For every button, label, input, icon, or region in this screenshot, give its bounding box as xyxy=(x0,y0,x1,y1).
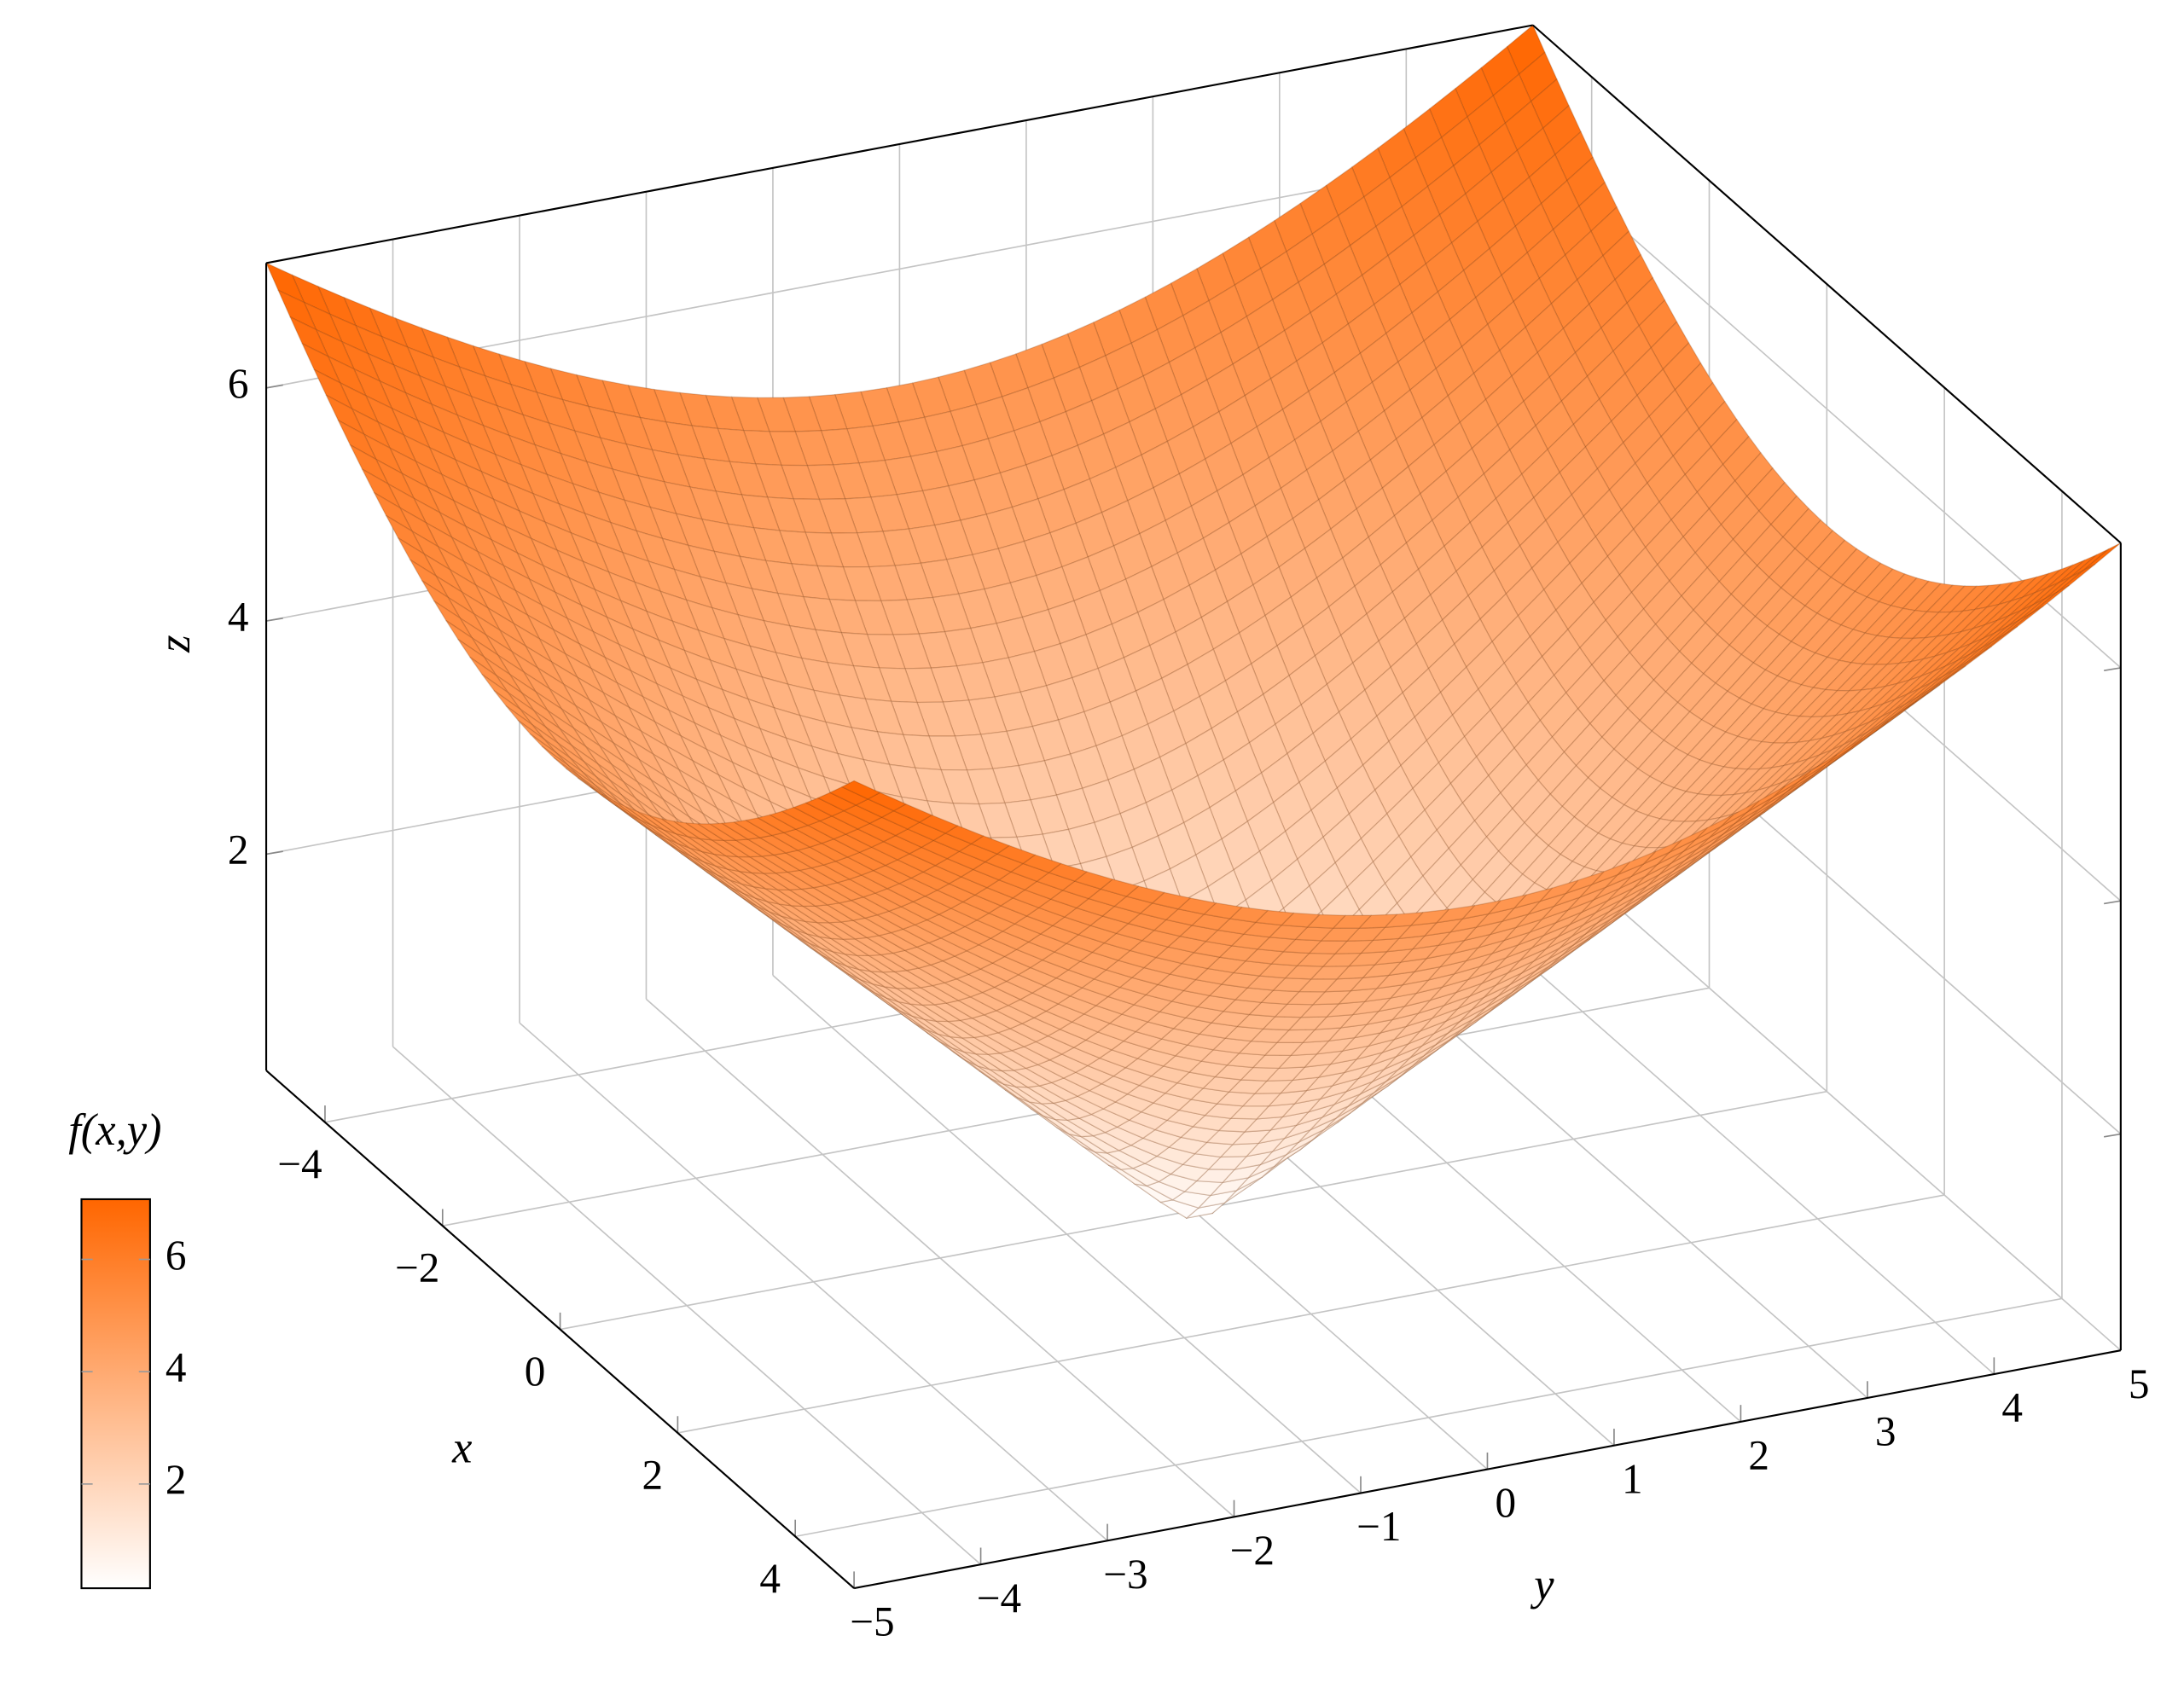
colorbar-label: f(x,y) xyxy=(68,1105,161,1155)
surface-facet xyxy=(1074,871,1113,890)
y-axis-line xyxy=(853,1349,2122,1590)
surface-facet xyxy=(1875,702,1915,732)
surface-facet xyxy=(970,835,1010,855)
surface-facet xyxy=(1669,827,1708,853)
z-tick-label: 6 xyxy=(228,360,249,407)
tick-labels: −4 −2 0 2 4 −5 −4 −3 −2 −1 0 1 2 3 4 5 2 4 6 xyxy=(228,360,2150,1645)
z-axis-label: z xyxy=(150,635,200,652)
floor-gridline-y xyxy=(519,1022,1108,1541)
y-tick-label: −3 xyxy=(1103,1551,1147,1598)
y-tick-label: −1 xyxy=(1356,1503,1401,1550)
z-tick-mark xyxy=(265,384,283,389)
surface-facet xyxy=(1850,720,1889,749)
x-tick-label: 0 xyxy=(525,1348,546,1395)
y-tick-label: 3 xyxy=(1875,1408,1896,1455)
y-tick-label: 5 xyxy=(2129,1360,2150,1407)
surface-facet xyxy=(919,814,958,834)
frame-edge xyxy=(1532,24,2122,544)
x-axis-label: x xyxy=(451,1423,472,1472)
surface-facet xyxy=(867,792,907,812)
y-tick-label: 0 xyxy=(1495,1479,1516,1526)
y-axis-label: y xyxy=(1530,1560,1554,1610)
x-tick-label: −4 xyxy=(277,1140,322,1187)
colorbar-tick-label: 4 xyxy=(166,1343,187,1390)
floor-gridline-y xyxy=(392,1046,982,1565)
floor-gridline-y xyxy=(772,974,1362,1494)
y-tick-label: −5 xyxy=(850,1598,894,1645)
colorbar: f(x,y) 2 4 6 xyxy=(68,1105,187,1590)
x-tick-label: −2 xyxy=(395,1244,439,1291)
x-tick-label: 4 xyxy=(759,1555,781,1602)
colorbar-tick-label: 2 xyxy=(166,1456,187,1503)
surface-facet xyxy=(1436,905,1475,924)
y-tick-label: −2 xyxy=(1230,1527,1275,1574)
surface-facet xyxy=(2030,584,2070,614)
surface-facet xyxy=(841,780,881,800)
surface-facet xyxy=(1565,871,1605,894)
z-tick-mark xyxy=(265,617,283,622)
y-tick-label: 2 xyxy=(1748,1431,1769,1478)
y-tick-label: 4 xyxy=(2001,1384,2023,1431)
z-tick-label: 2 xyxy=(228,826,249,873)
x-axis-line xyxy=(265,1070,855,1589)
colorbar-gradient xyxy=(80,1198,151,1590)
floor-gridline-y xyxy=(645,998,1235,1518)
x-tick-label: 2 xyxy=(642,1451,664,1498)
axis-frame xyxy=(264,24,2122,1590)
z-tick-mark xyxy=(2104,667,2121,671)
z-tick-mark xyxy=(2104,900,2121,905)
z-tick-label: 4 xyxy=(228,593,249,640)
z-tick-mark xyxy=(2104,1133,2121,1138)
y-tick-label: −4 xyxy=(977,1575,1021,1621)
colorbar-tick-label: 6 xyxy=(166,1232,187,1279)
surface-facet xyxy=(1022,854,1062,873)
surface-facet xyxy=(1461,900,1502,919)
y-tick-label: 1 xyxy=(1622,1455,1643,1502)
z-tick-mark xyxy=(265,850,283,856)
surface-facet xyxy=(2004,606,2044,635)
surface-facet xyxy=(2082,542,2122,571)
surface-mesh xyxy=(265,24,2122,1219)
surface-facet xyxy=(1048,862,1088,882)
frame-edge xyxy=(265,24,1533,264)
